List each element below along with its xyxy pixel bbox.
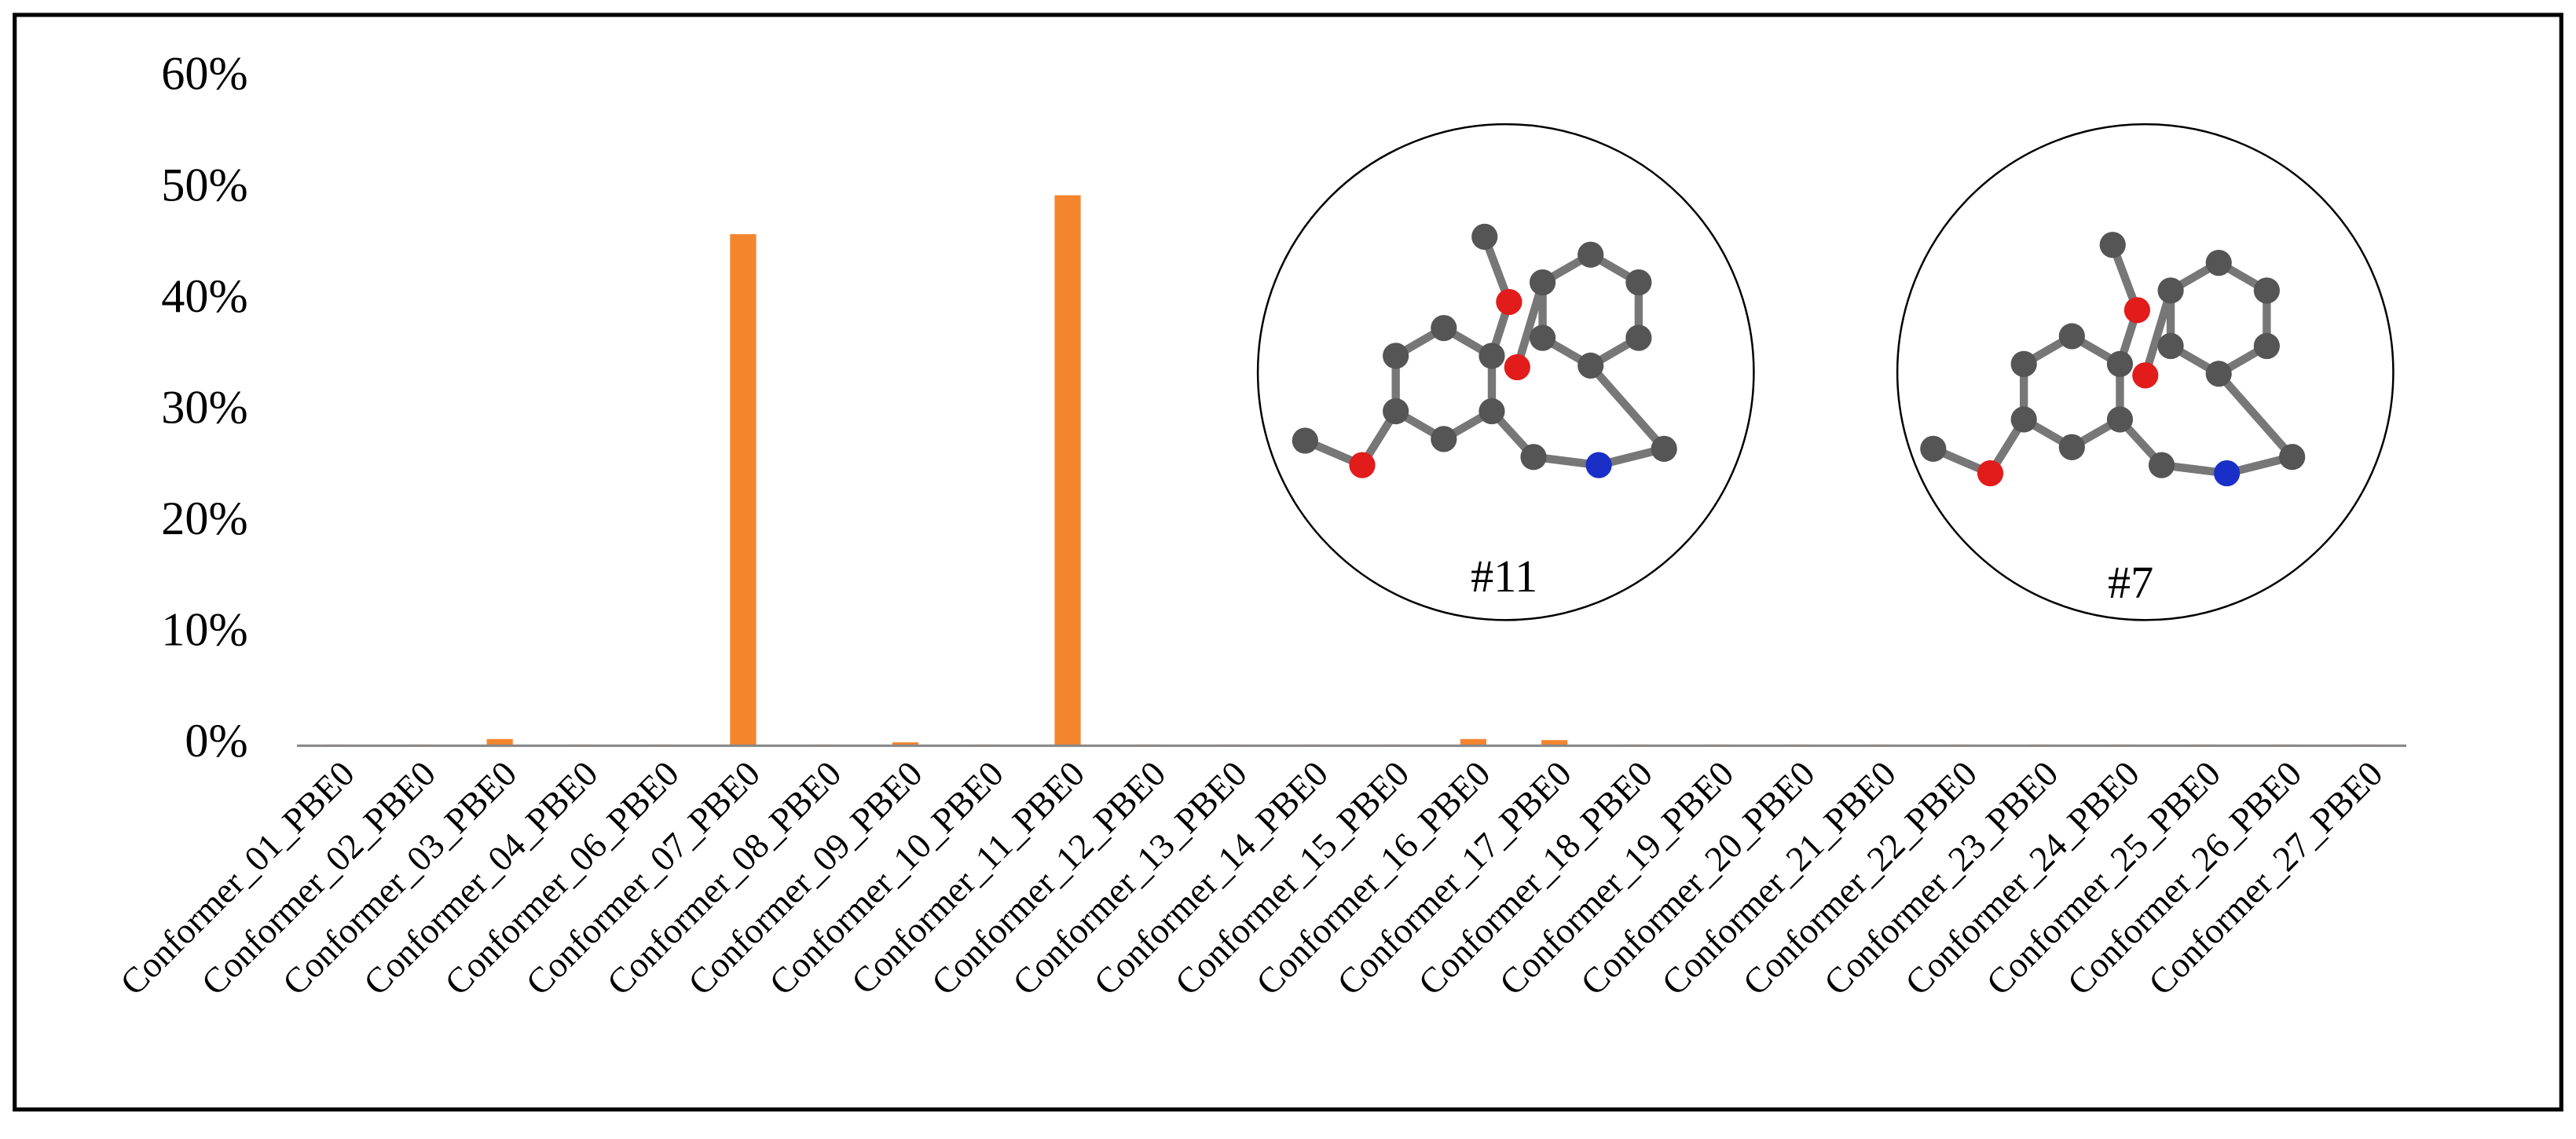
atom xyxy=(1529,269,1556,296)
atom xyxy=(2253,332,2280,360)
atom xyxy=(1383,342,1409,369)
atom xyxy=(1479,397,1505,425)
atom xyxy=(1977,460,2004,487)
molecule-insets xyxy=(1292,223,2306,487)
atom xyxy=(1349,452,1376,478)
bond xyxy=(1513,281,1547,368)
y-tick-label: 30% xyxy=(161,381,247,434)
atom xyxy=(1585,452,1612,478)
atom xyxy=(2213,460,2241,487)
atom xyxy=(1431,426,1457,452)
inset-label: #7 xyxy=(2108,557,2153,608)
frame xyxy=(13,13,2563,1112)
atom xyxy=(2106,406,2134,433)
y-tick-label: 0% xyxy=(185,715,247,767)
y-tick-label: 50% xyxy=(161,159,247,211)
inset-label: #11 xyxy=(1471,551,1537,602)
atom xyxy=(1577,241,1604,268)
atom xyxy=(2253,277,2280,304)
bar xyxy=(1054,195,1081,746)
atom xyxy=(2157,277,2184,304)
bond xyxy=(2141,289,2175,377)
inset-circle xyxy=(1896,123,2395,621)
atom xyxy=(1292,427,1318,454)
atom xyxy=(2205,361,2232,387)
atom xyxy=(1383,397,1409,425)
bar xyxy=(730,234,757,746)
inset-circle xyxy=(1256,123,1755,621)
atom xyxy=(1496,288,1523,316)
atom xyxy=(2010,350,2037,377)
atom xyxy=(1920,435,1947,462)
atom xyxy=(1625,269,1652,296)
atom xyxy=(2157,332,2184,360)
bar xyxy=(1541,740,1568,746)
y-tick-label: 60% xyxy=(161,48,247,101)
atom xyxy=(1651,435,1677,462)
atom xyxy=(1520,444,1547,471)
atom xyxy=(1504,353,1530,381)
bar xyxy=(892,742,919,746)
atom xyxy=(1625,324,1652,351)
y-tick-label: 20% xyxy=(161,493,247,545)
atom xyxy=(2279,444,2306,471)
atom xyxy=(2132,362,2159,389)
bar xyxy=(1460,738,1487,746)
bond xyxy=(1587,362,1668,452)
atom xyxy=(2010,406,2037,433)
bar xyxy=(486,738,513,746)
atom xyxy=(2099,232,2126,258)
atom xyxy=(1479,342,1505,369)
atom xyxy=(1529,324,1556,351)
atom xyxy=(2058,323,2085,350)
atom xyxy=(2106,350,2134,377)
atom xyxy=(2123,297,2150,324)
atom xyxy=(1431,315,1457,342)
atom xyxy=(1471,223,1498,250)
y-tick-label: 10% xyxy=(161,604,247,657)
y-tick-label: 40% xyxy=(161,270,247,323)
atom xyxy=(2205,249,2232,277)
atom xyxy=(1577,352,1604,379)
atom xyxy=(2148,452,2175,478)
atom xyxy=(2058,434,2085,460)
bond xyxy=(2215,371,2296,460)
